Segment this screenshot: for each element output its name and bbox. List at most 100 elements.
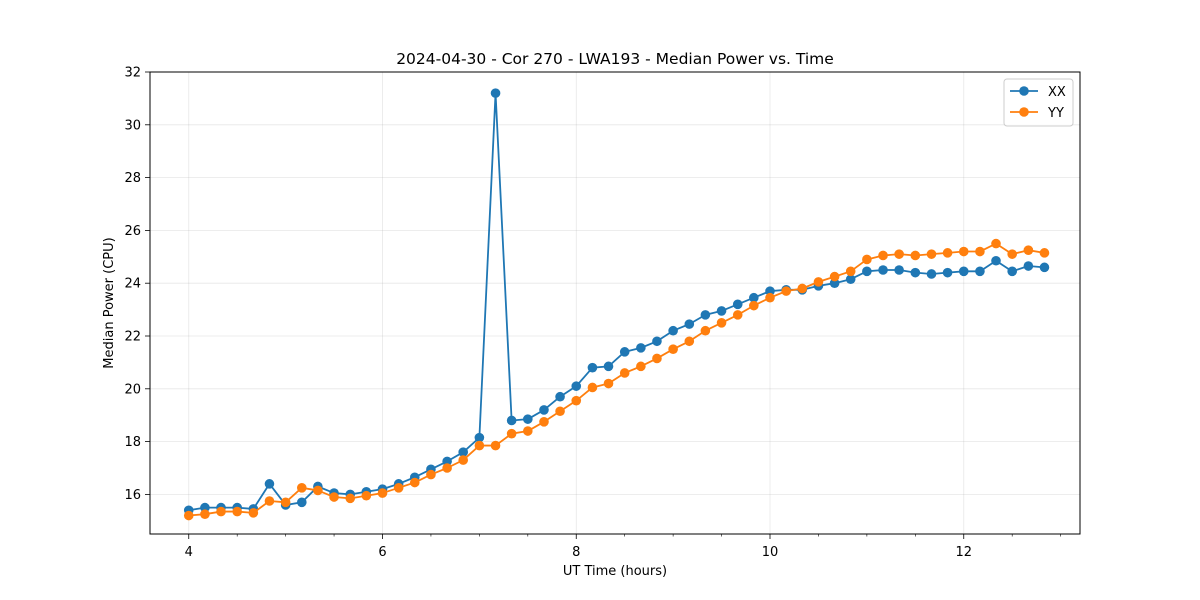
data-point-xx <box>200 502 210 513</box>
plot-frame <box>149 71 1081 535</box>
data-point-yy <box>490 440 501 451</box>
data-point-yy <box>313 485 323 496</box>
x-tick-label: 6 <box>378 545 386 560</box>
data-point-xx <box>587 362 598 373</box>
data-point-yy <box>765 292 775 303</box>
data-point-xx <box>668 325 678 336</box>
data-point-yy <box>345 493 356 504</box>
x-tick-label: 4 <box>185 545 193 560</box>
data-point-yy <box>426 469 436 480</box>
data-point-xx <box>910 267 921 278</box>
data-point-yy <box>361 490 372 501</box>
data-point-yy <box>571 395 582 406</box>
data-point-xx <box>845 274 856 285</box>
data-point-xx <box>1023 261 1034 271</box>
legend-marker-xx <box>1019 86 1029 96</box>
data-point-yy <box>248 508 259 518</box>
data-point-xx <box>862 266 872 277</box>
y-tick-label: 18 <box>124 435 141 450</box>
data-point-yy <box>829 271 840 282</box>
data-point-yy <box>1023 245 1034 255</box>
data-point-xx <box>458 447 469 457</box>
data-point-yy <box>975 246 985 257</box>
data-point-yy <box>813 277 824 287</box>
series-layer <box>183 88 1050 521</box>
data-point-yy <box>991 238 1001 249</box>
data-point-xx <box>684 319 695 329</box>
data-point-yy <box>458 455 469 465</box>
data-point-yy <box>619 368 630 378</box>
x-tick-label: 10 <box>762 545 779 560</box>
data-point-yy <box>732 310 743 320</box>
data-point-xx <box>555 391 565 402</box>
legend-marker-yy <box>1019 107 1029 117</box>
legend-label-xx: XX <box>1048 85 1066 100</box>
data-point-yy <box>523 426 533 436</box>
data-point-yy <box>587 382 598 393</box>
data-point-yy <box>393 483 404 493</box>
data-point-xx <box>264 479 275 489</box>
data-point-xx <box>878 265 888 275</box>
data-point-yy <box>555 406 565 417</box>
data-point-yy <box>878 250 888 261</box>
data-point-yy <box>716 318 727 328</box>
data-point-yy <box>652 353 662 364</box>
data-point-yy <box>200 509 210 519</box>
y-axis-label: Median Power (CPU) <box>102 237 117 368</box>
y-tick-label: 22 <box>124 330 141 345</box>
data-point-yy <box>700 325 711 336</box>
legend: XX YY <box>1003 78 1074 127</box>
y-tick-label: 24 <box>124 277 141 292</box>
data-point-xx <box>539 405 549 415</box>
data-point-yy <box>329 492 339 502</box>
data-point-xx <box>1007 266 1017 277</box>
data-point-xx <box>716 306 727 316</box>
data-point-xx <box>894 265 904 275</box>
data-point-yy <box>797 283 808 294</box>
data-point-yy <box>280 497 291 508</box>
data-point-yy <box>684 336 695 347</box>
data-point-xx <box>523 414 533 424</box>
data-point-yy <box>232 506 242 517</box>
data-point-xx <box>619 347 630 357</box>
axis-ticks: 4 6 8 10 12 16 18 20 22 24 26 28 30 32 <box>124 66 1061 560</box>
data-point-xx <box>975 266 985 277</box>
y-tick-label: 20 <box>124 382 141 397</box>
data-point-yy <box>442 463 452 473</box>
data-point-yy <box>264 496 275 506</box>
data-point-yy <box>668 344 678 355</box>
x-axis-label: UT Time (hours) <box>563 564 667 579</box>
data-point-yy <box>297 483 307 493</box>
data-point-xx <box>490 88 501 98</box>
data-point-xx <box>652 336 662 347</box>
data-point-yy <box>539 417 549 427</box>
data-point-yy <box>958 246 969 257</box>
data-point-yy <box>409 477 420 488</box>
y-tick-label: 28 <box>124 171 141 186</box>
data-point-yy <box>377 488 388 498</box>
data-point-xx <box>732 299 743 310</box>
y-tick-label: 32 <box>124 66 141 81</box>
data-point-yy <box>636 361 646 372</box>
x-tick-label: 12 <box>955 545 972 560</box>
y-tick-label: 16 <box>124 488 141 503</box>
data-point-yy <box>1007 249 1017 259</box>
data-point-xx <box>765 286 775 296</box>
data-point-yy <box>926 249 937 259</box>
data-point-xx <box>1039 262 1050 273</box>
data-point-yy <box>910 250 921 261</box>
data-point-xx <box>636 343 646 353</box>
data-point-yy <box>1039 248 1050 258</box>
data-point-yy <box>894 249 904 259</box>
data-point-yy <box>942 248 953 258</box>
data-point-yy <box>216 506 226 517</box>
data-point-xx <box>297 497 307 508</box>
data-point-xx <box>603 361 614 372</box>
data-point-xx <box>926 269 937 279</box>
data-point-yy <box>506 428 517 439</box>
data-point-xx <box>942 267 953 278</box>
chart-title: 2024-04-30 - Cor 270 - LWA193 - Median P… <box>396 50 834 68</box>
data-point-yy <box>603 378 614 389</box>
